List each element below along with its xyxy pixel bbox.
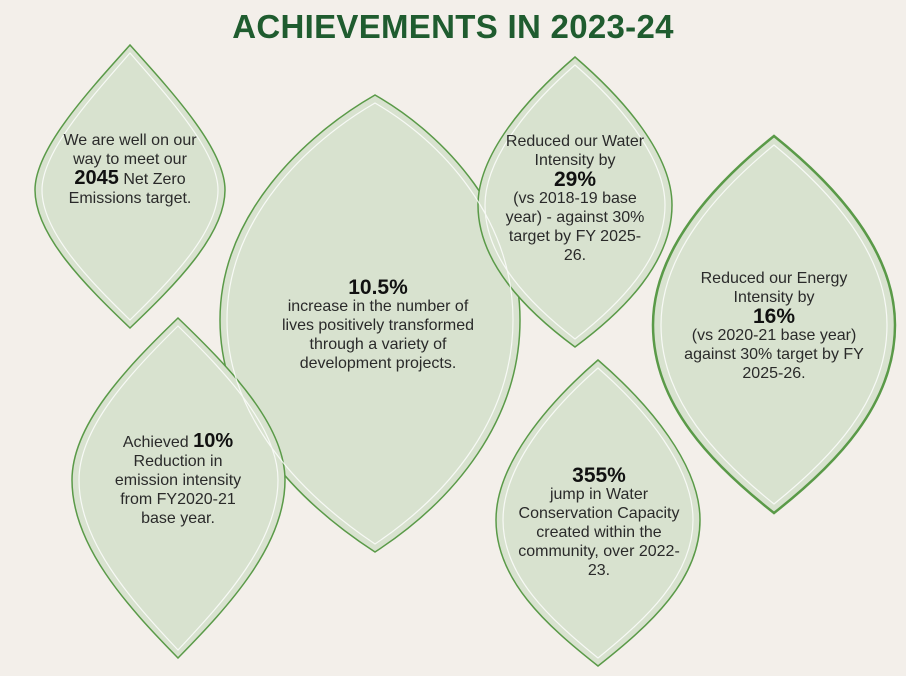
net-zero-post: Net Zero Emissions target. (68, 171, 192, 207)
net-zero-pre: We are well on our way to meet our (63, 132, 197, 168)
leaf-emission-intensity (71, 316, 286, 660)
net-zero-year: 2045 (74, 167, 119, 189)
water-conservation-text: jump in Water Conservation Capacity crea… (518, 486, 680, 579)
lives-percent: 10.5% (348, 276, 408, 299)
card-water-intensity: Reduced our Water Intensity by 29% (vs 2… (500, 132, 650, 265)
water-conservation-percent: 355% (572, 464, 626, 487)
card-lives: 10.5% increase in the number of lives po… (278, 276, 478, 373)
leaf-water-intensity (477, 56, 673, 348)
energy-intensity-percent: 16% (752, 305, 796, 328)
leaf-water-conservation (495, 359, 701, 667)
card-energy-intensity: Reduced our Energy Intensity by 16% (vs … (672, 269, 876, 383)
page-title: ACHIEVEMENTS IN 2023-24 (232, 8, 674, 45)
water-intensity-post: (vs 2018-19 base year) - against 30% tar… (505, 190, 645, 264)
water-intensity-percent: 29% (553, 168, 597, 191)
emission-intensity-pre: Achieved (122, 434, 189, 451)
emission-intensity-percent: 10% (193, 430, 234, 452)
emission-intensity-post: Reduction in emission intensity from FY2… (114, 453, 242, 527)
card-net-zero: We are well on our way to meet our 2045 … (60, 131, 200, 208)
energy-intensity-post: (vs 2020-21 base year) against 30% targe… (684, 327, 864, 382)
card-water-conservation: 355% jump in Water Conservation Capacity… (508, 464, 690, 580)
leaf-energy-intensity (651, 134, 897, 515)
leaf-net-zero (34, 43, 226, 330)
water-intensity-pre: Reduced our Water Intensity by (505, 133, 645, 169)
energy-intensity-pre: Reduced our Energy Intensity by (700, 270, 848, 306)
lives-text: increase in the number of lives positive… (281, 298, 475, 372)
card-emission-intensity: Achieved 10% Reduction in emission inten… (103, 430, 253, 528)
